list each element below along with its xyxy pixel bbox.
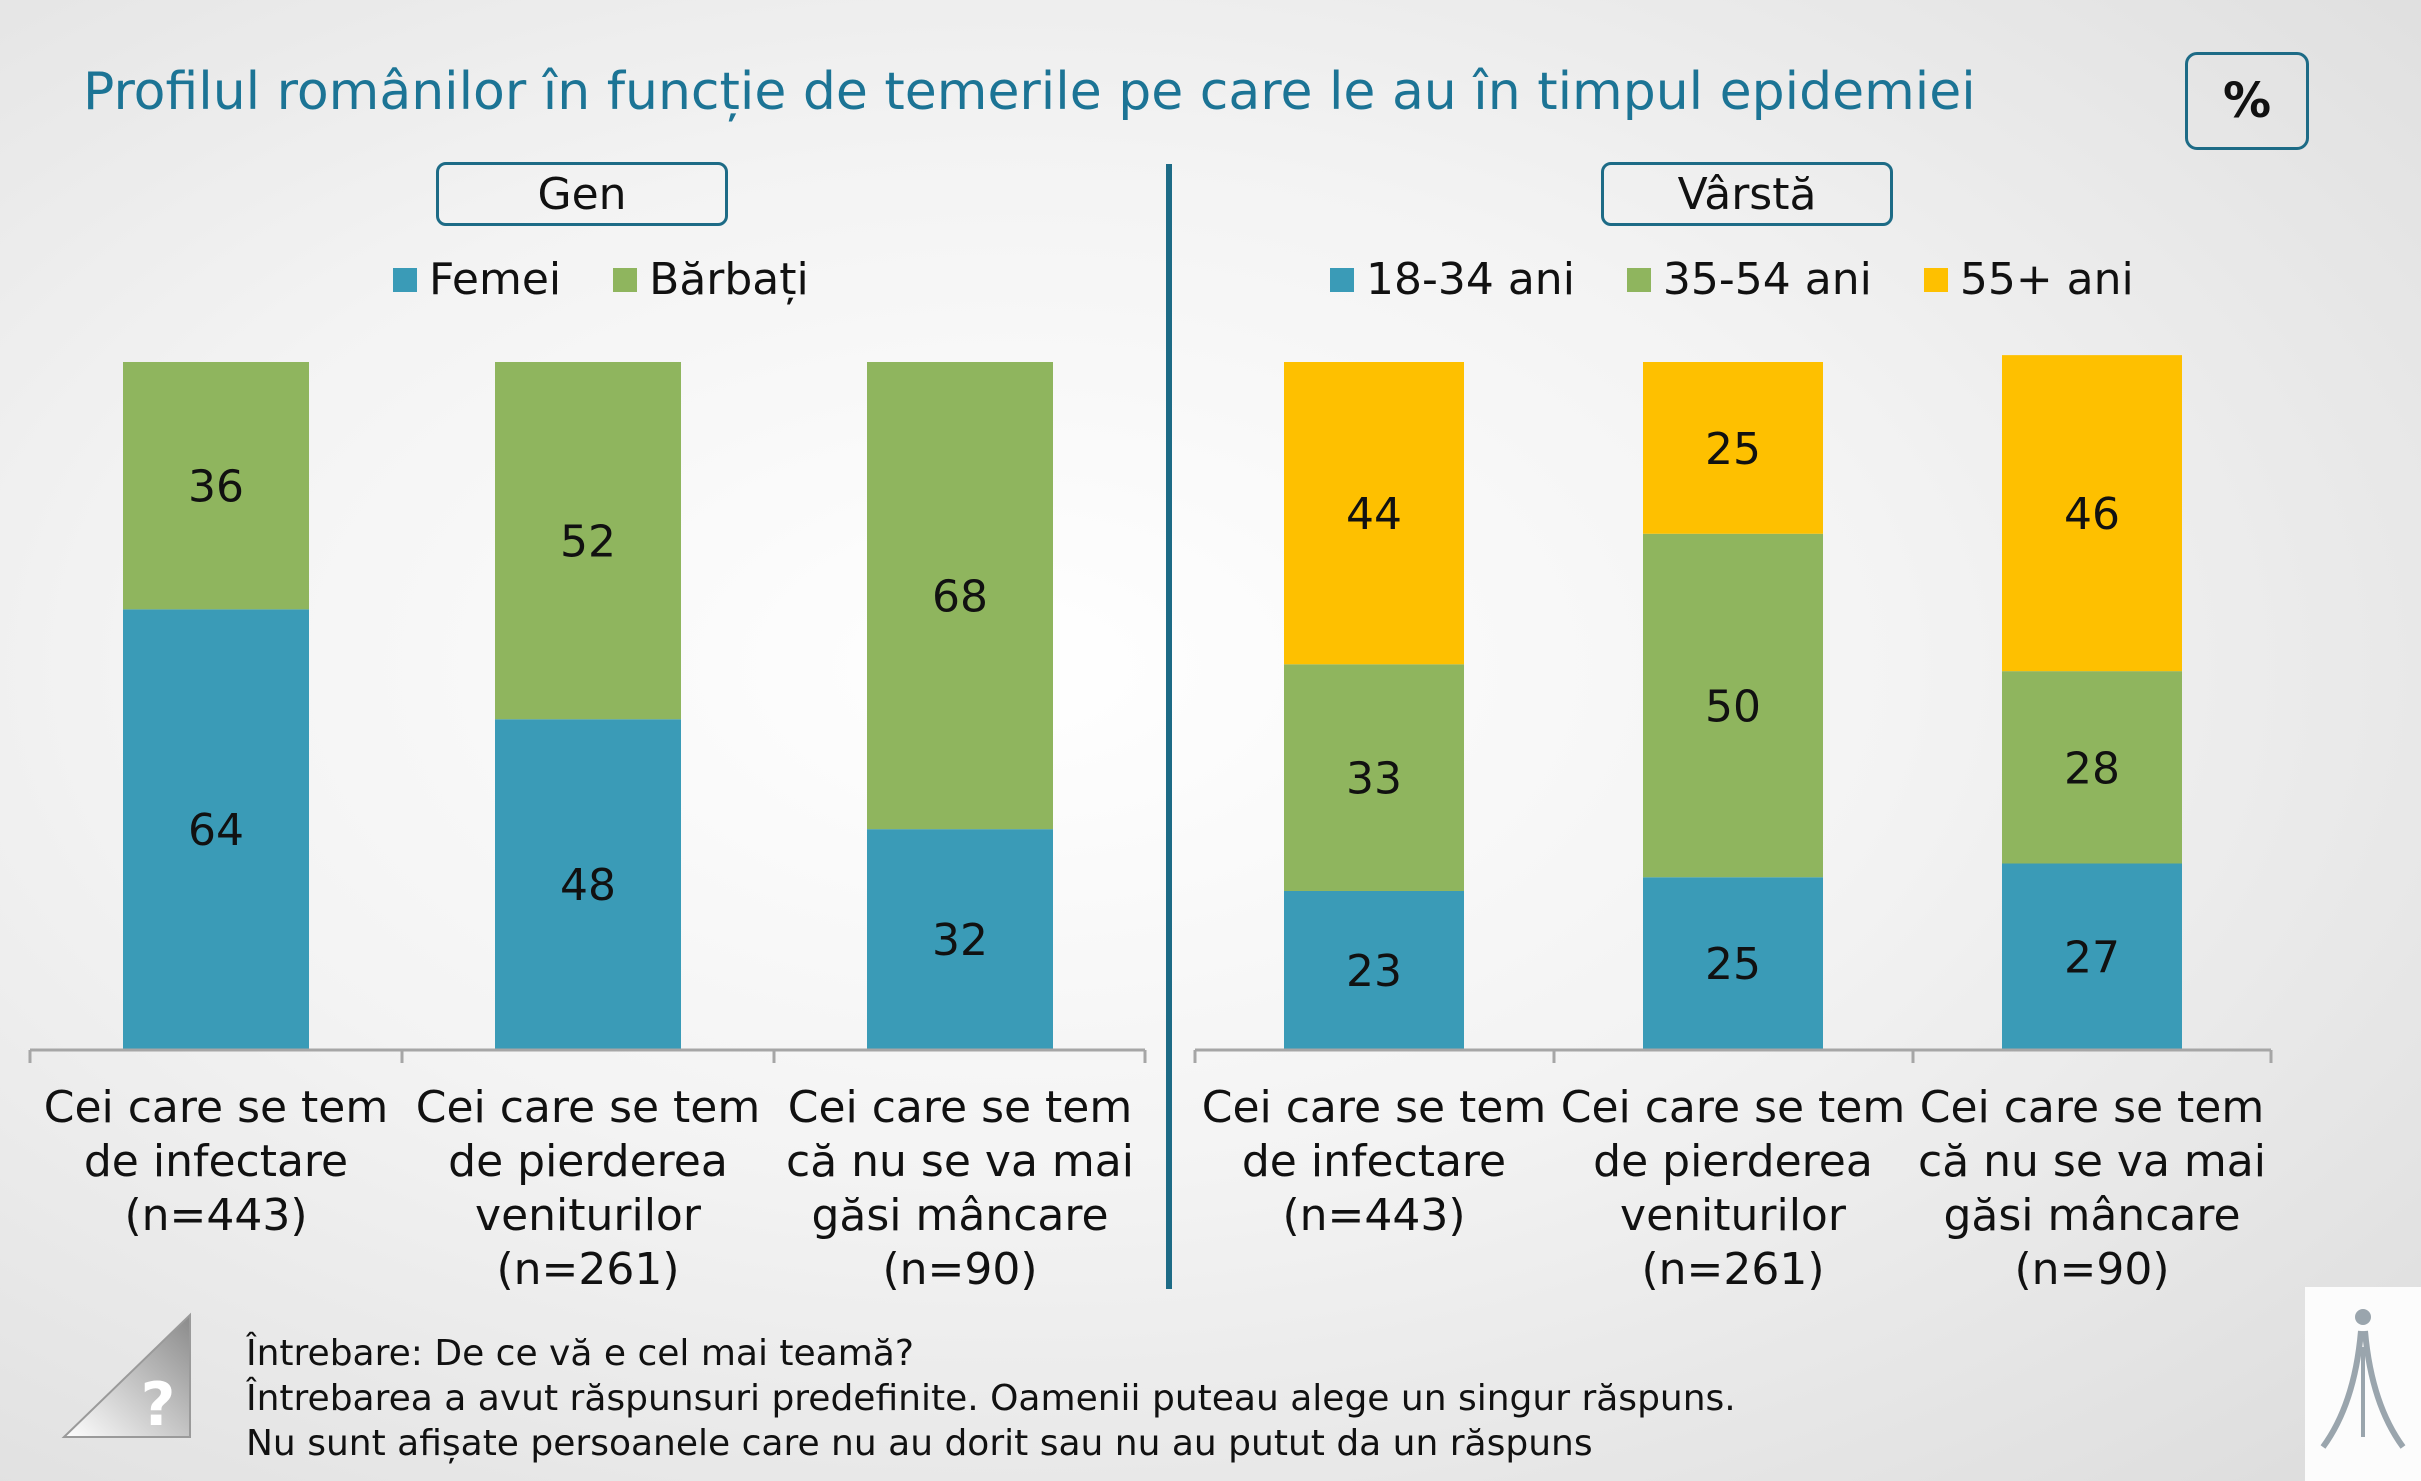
bar-value-label: 33 (1346, 754, 1402, 805)
legend-label-18-34: 18-34 ani (1366, 254, 1575, 305)
category-label-line: de pierderea (1593, 1136, 1873, 1187)
category-label-line: de infectare (83, 1136, 349, 1187)
bar-value-label: 64 (188, 805, 244, 856)
footer-nonresponse-info: Nu sunt afișate persoanele care nu au do… (246, 1423, 1593, 1464)
category-label: Cei care se tem de infectare (n=443) (30, 1081, 402, 1243)
footer-note: Întrebare: De ce vă e cel mai teamă? Înt… (246, 1331, 1736, 1466)
bar-value-label: 44 (1346, 489, 1402, 540)
category-label-line: veniturilor (475, 1190, 701, 1241)
category-label: Cei care se tem că nu se va mai găsi mânca… (774, 1081, 1146, 1297)
legend-item-18-34: 18-34 ani (1330, 254, 1575, 305)
bar-value-label: 46 (2064, 489, 2120, 540)
category-label: Cei care se tem că nu se va mai găsi mânca… (1906, 1081, 2278, 1297)
legend-item-55-plus: 55+ ani (1923, 254, 2134, 305)
category-label-line: găsi mâncare (1943, 1190, 2241, 1241)
bar-value-label: 36 (188, 462, 244, 513)
bar-segment (2002, 355, 2182, 672)
bar-segment (867, 362, 1053, 830)
bar-value-label: 25 (1705, 424, 1761, 475)
legend-swatch-55-plus (1923, 267, 1948, 292)
bar-segment (1643, 362, 1823, 534)
bar-segment (495, 719, 681, 1049)
bar-segment (2002, 863, 2182, 1049)
category-label-line: de infectare (1241, 1136, 1507, 1187)
section-divider (1166, 164, 1172, 1289)
question-icon: ? (61, 1312, 191, 1440)
category-label-line: Cei care se tem (787, 1082, 1133, 1133)
category-label-line: (n=90) (882, 1244, 1038, 1295)
bar-value-label: 50 (1705, 682, 1761, 733)
category-label-line: (n=90) (2014, 1244, 2170, 1295)
category-label: Cei care se tem de pierderea veniturilor (n… (402, 1081, 774, 1297)
category-label-line: că nu se va mai (786, 1136, 1134, 1187)
legend-label-55-plus: 55+ ani (1959, 254, 2134, 305)
bar-value-label: 48 (560, 860, 616, 911)
legend-gen: Femei Bărbați (393, 254, 809, 305)
category-label: Cei care se tem de infectare (n=443) (1188, 1081, 1560, 1243)
bar-value-label: 52 (560, 517, 616, 568)
svg-text:?: ? (141, 1370, 176, 1440)
bar-value-label: 25 (1705, 939, 1761, 990)
category-label-line: Cei care se tem (1201, 1082, 1547, 1133)
legend-swatch-femei (393, 267, 417, 292)
legend-label-femei: Femei (429, 254, 562, 305)
bar-value-label: 68 (932, 572, 988, 623)
category-label-line: Cei care se tem (1919, 1082, 2265, 1133)
legend-swatch-18-34 (1330, 267, 1354, 292)
legend-varsta: 18-34 ani 35-54 ani 55+ ani (1330, 254, 2134, 305)
bar-segment (2002, 671, 2182, 864)
bar-value-label: 28 (2064, 743, 2120, 794)
category-label: Cei care se tem de pierderea veniturilor (n… (1547, 1081, 1919, 1297)
bar-value-label: 32 (932, 915, 988, 966)
category-label-line: (n=443) (1282, 1190, 1466, 1241)
bar-segment (123, 362, 309, 610)
bar-value-label: 27 (2064, 932, 2120, 983)
category-label-line: găsi mâncare (811, 1190, 1109, 1241)
brand-logo (2305, 1287, 2421, 1481)
legend-label-barbati: Bărbați (649, 254, 809, 305)
legend-item-femei: Femei (393, 254, 561, 305)
legend-swatch-35-54 (1626, 267, 1651, 292)
category-label-line: (n=261) (1641, 1244, 1825, 1295)
bar-segment (495, 362, 681, 720)
category-label-line: (n=443) (124, 1190, 308, 1241)
bar-segment (1643, 877, 1823, 1049)
page-title: Profilul românilor în funcție de temeril… (83, 62, 1976, 122)
legend-item-35-54: 35-54 ani (1626, 254, 1872, 305)
percent-badge: % (2185, 52, 2309, 150)
bar-segment (1284, 664, 1464, 891)
legend-swatch-barbati (613, 267, 638, 292)
bar-value-label: 23 (1346, 946, 1402, 997)
bar-segment (867, 829, 1053, 1049)
category-label-line: (n=261) (496, 1244, 680, 1295)
bar-segment (123, 609, 309, 1049)
category-label-line: că nu se va mai (1918, 1136, 2266, 1187)
category-label-line: de pierderea (448, 1136, 728, 1187)
legend-label-35-54: 35-54 ani (1662, 254, 1872, 305)
footer-question: Întrebare: De ce vă e cel mai teamă? (246, 1333, 914, 1374)
group-label-gen: Gen (436, 162, 728, 226)
legend-item-barbati: Bărbați (613, 254, 809, 305)
bar-segment (1643, 533, 1823, 878)
bar-segment (1284, 362, 1464, 665)
category-label-line: Cei care se tem (1560, 1082, 1906, 1133)
footer-answer-info: Întrebarea a avut răspunsuri predefinite… (246, 1378, 1736, 1419)
bar-segment (1284, 890, 1464, 1049)
category-label-line: Cei care se tem (415, 1082, 761, 1133)
category-label-line: Cei care se tem (43, 1082, 389, 1133)
category-label-line: veniturilor (1620, 1190, 1846, 1241)
group-label-varsta: Vârstă (1601, 162, 1893, 226)
